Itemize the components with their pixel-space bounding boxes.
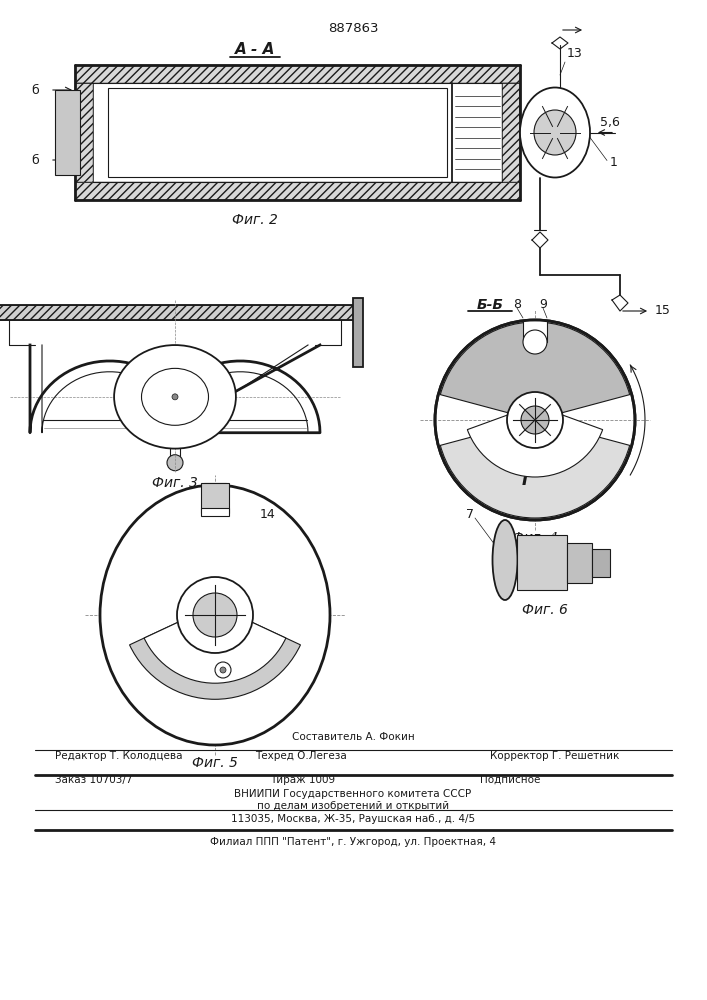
Bar [0, 305, 353, 320]
Text: Б-Б: Б-Б [477, 298, 503, 312]
Bar [502, 83, 520, 182]
Bar [75, 182, 520, 200]
Bar [108, 88, 447, 177]
Circle shape [193, 593, 237, 637]
Circle shape [507, 392, 563, 448]
Ellipse shape [114, 345, 236, 449]
Text: Фиг. 5: Фиг. 5 [192, 756, 238, 770]
Text: I: I [522, 471, 528, 489]
Bar [75, 83, 93, 182]
Ellipse shape [534, 110, 576, 155]
Text: Фиг. 3: Фиг. 3 [152, 476, 198, 490]
Bar [523, 320, 547, 342]
Circle shape [435, 320, 635, 520]
Ellipse shape [100, 485, 330, 745]
Text: б: б [31, 153, 39, 166]
Bar [567, 543, 592, 583]
Bar [201, 508, 229, 516]
Wedge shape [129, 605, 300, 699]
Circle shape [61, 101, 69, 109]
Bar [75, 65, 520, 83]
Text: 8: 8 [513, 298, 521, 310]
Circle shape [61, 161, 69, 169]
Bar [201, 483, 229, 513]
Text: Фиг. 6: Фиг. 6 [522, 603, 568, 617]
Text: А - А: А - А [235, 42, 275, 57]
Text: 1: 1 [610, 156, 618, 169]
Circle shape [167, 455, 183, 471]
Text: 5,6: 5,6 [600, 116, 620, 129]
Text: Тираж 1009: Тираж 1009 [270, 775, 335, 785]
Text: 14: 14 [260, 508, 276, 522]
Bar [75, 65, 520, 83]
Circle shape [172, 394, 178, 400]
Text: Фиг. 4: Фиг. 4 [512, 531, 558, 545]
Circle shape [61, 121, 69, 129]
Bar [55, 90, 80, 175]
Wedge shape [440, 322, 630, 420]
Bar [502, 83, 520, 182]
Text: Редактор Т. Колодцева: Редактор Т. Колодцева [55, 751, 182, 761]
Text: 887863: 887863 [328, 21, 378, 34]
Circle shape [521, 406, 549, 434]
Text: Филиал ППП "Патент", г. Ужгород, ул. Проектная, 4: Филиал ППП "Патент", г. Ужгород, ул. Про… [210, 837, 496, 847]
Text: Корректор Г. Решетник: Корректор Г. Решетник [490, 751, 619, 761]
Bar [517, 535, 567, 590]
Bar [75, 83, 93, 182]
Text: 7: 7 [466, 508, 474, 522]
Circle shape [177, 577, 253, 653]
Text: 9: 9 [539, 298, 547, 310]
Text: 15: 15 [655, 304, 671, 318]
Text: Заказ 10703/7: Заказ 10703/7 [55, 775, 132, 785]
Circle shape [220, 667, 226, 673]
Text: 113035, Москва, Ж-35, Раушская наб., д. 4/5: 113035, Москва, Ж-35, Раушская наб., д. … [231, 814, 475, 824]
Text: Фиг. 2: Фиг. 2 [232, 213, 278, 227]
Circle shape [523, 330, 547, 354]
Ellipse shape [520, 88, 590, 178]
Wedge shape [467, 405, 602, 477]
Wedge shape [440, 420, 630, 518]
Ellipse shape [493, 520, 518, 600]
Text: ВНИИПИ Государственного комитета СССР: ВНИИПИ Государственного комитета СССР [235, 789, 472, 799]
Bar [75, 182, 520, 200]
Bar [353, 298, 363, 367]
Text: Подписное: Подписное [480, 775, 540, 785]
Text: 13: 13 [567, 47, 583, 60]
Bar [0, 305, 353, 320]
Text: по делам изобретений и открытий: по делам изобретений и открытий [257, 801, 449, 811]
Bar [592, 549, 610, 577]
Wedge shape [144, 605, 286, 683]
Circle shape [61, 141, 69, 149]
Circle shape [215, 662, 231, 678]
Text: б: б [31, 84, 39, 97]
Text: Составитель А. Фокин: Составитель А. Фокин [291, 732, 414, 742]
Text: Техред О.Легеза: Техред О.Легеза [255, 751, 346, 761]
